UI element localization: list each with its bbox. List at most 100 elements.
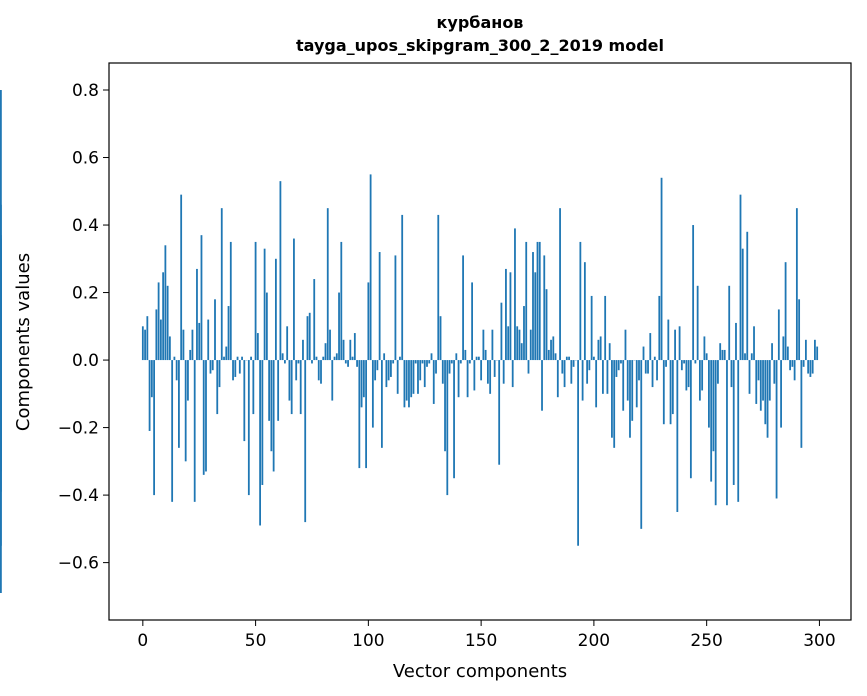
bar-component-105 <box>378 252 381 361</box>
bar-component-164 <box>511 360 514 388</box>
bar-component-219 <box>635 360 638 408</box>
bar-component-65 <box>288 360 291 401</box>
bar-component-138 <box>453 360 455 479</box>
bar-component-2 <box>146 316 149 361</box>
bar-component-undefined <box>0 360 2 546</box>
bar-component-179 <box>545 289 548 361</box>
bar-component-190 <box>570 360 573 384</box>
bar-component-239 <box>680 360 683 371</box>
bar-component-297 <box>811 360 814 374</box>
bar-component-111 <box>392 360 395 364</box>
bar-component-244 <box>692 225 695 361</box>
y-tick-label: 0.4 <box>72 216 99 236</box>
bar-component-34 <box>218 360 221 388</box>
bar-component-265 <box>739 194 742 361</box>
bar-component-204 <box>602 360 604 394</box>
bar-component-142 <box>462 255 464 361</box>
bar-component-290 <box>795 208 798 361</box>
bar-component-99 <box>365 360 367 469</box>
bar-component-90 <box>344 360 347 364</box>
bar-component-160 <box>502 360 505 384</box>
bar-component-132 <box>439 316 442 361</box>
bar-component-240 <box>683 360 685 364</box>
bar-component-173 <box>532 252 534 361</box>
bars <box>0 90 819 593</box>
bar-component-127 <box>428 360 431 364</box>
bar-component-44 <box>241 356 243 361</box>
bar-component-234 <box>669 360 672 425</box>
bar-component-287 <box>789 360 791 371</box>
y-tick-label: −0.6 <box>58 554 99 574</box>
bar-component-255 <box>717 360 719 384</box>
bar-component-100 <box>367 282 370 361</box>
bar-component-203 <box>599 336 602 361</box>
bar-component-36 <box>223 356 225 361</box>
bar-component-217 <box>631 360 634 421</box>
bar-component-8 <box>159 319 162 361</box>
bar-component-112 <box>394 255 397 361</box>
bar-component-147 <box>473 360 476 391</box>
bar-component-212 <box>620 360 622 364</box>
bar-component-119 <box>410 360 413 398</box>
bar-component-96 <box>358 360 361 469</box>
bar-component-256 <box>719 343 722 361</box>
bar-component-69 <box>297 360 300 364</box>
bar-component-21 <box>189 349 192 361</box>
bar-component-31 <box>211 360 214 371</box>
bar-component-149 <box>477 356 480 361</box>
y-tick-label: −0.4 <box>58 486 99 506</box>
bar-component-289 <box>793 360 796 381</box>
bar-component-236 <box>674 329 676 361</box>
bar-component-146 <box>471 282 473 361</box>
bar-component-182 <box>552 336 555 361</box>
bar-component-249 <box>703 336 706 361</box>
bar-component-4 <box>150 360 153 398</box>
bar-component-79 <box>320 360 322 384</box>
bar-component-16 <box>178 360 180 448</box>
bar-component-128 <box>430 353 433 361</box>
bar-component-89 <box>342 339 345 361</box>
bar-component-59 <box>274 258 277 361</box>
bar-component-84 <box>331 360 334 401</box>
bar-component-14 <box>173 356 176 361</box>
bar-component-181 <box>550 339 552 361</box>
bar-component-159 <box>500 302 503 361</box>
bar-component-87 <box>338 292 340 361</box>
bar-component-22 <box>191 329 194 361</box>
bar-component-58 <box>272 360 275 472</box>
y-tick-label: 0.2 <box>72 284 99 304</box>
bar-component-199 <box>590 295 593 361</box>
bar-component-135 <box>446 360 449 496</box>
bar-component-286 <box>786 346 789 361</box>
bar-component-176 <box>538 241 541 361</box>
bar-component-24 <box>196 268 198 361</box>
bar-component-133 <box>441 360 444 384</box>
bar-component-57 <box>270 360 273 452</box>
bar-component-39 <box>229 241 232 361</box>
bar-component-245 <box>694 360 697 364</box>
bar-component-93 <box>351 356 354 361</box>
bar-component-288 <box>791 360 794 367</box>
bar-component-298 <box>814 339 816 361</box>
bar-component-47 <box>247 360 250 496</box>
bar-component-215 <box>626 360 629 401</box>
bar-component-242 <box>687 360 690 388</box>
bar-component-15 <box>175 360 178 381</box>
y-axis-ticks: 0.8 0.6 0.4 0.2 0.0 −0.2 −0.4 −0.6 <box>58 81 109 574</box>
bar-component-116 <box>403 360 406 408</box>
y-tick-label: 0.6 <box>72 149 99 169</box>
x-tick-label: 250 <box>690 631 722 651</box>
bar-component-134 <box>444 360 446 452</box>
bar-component-299 <box>816 346 819 361</box>
chart-title-group: курбанов tayga_upos_skipgram_300_2_2019 … <box>296 13 664 55</box>
bar-component-51 <box>256 333 259 361</box>
bar-component-156 <box>493 360 496 377</box>
bar-component-45 <box>243 360 246 442</box>
bar-component-207 <box>608 343 611 361</box>
bar-component-296 <box>809 360 812 377</box>
bar-component-167 <box>518 329 521 361</box>
bar-component-1 <box>144 329 146 361</box>
bar-component-6 <box>155 309 158 361</box>
bar-component-131 <box>437 214 440 361</box>
bar-component-74 <box>308 312 311 361</box>
